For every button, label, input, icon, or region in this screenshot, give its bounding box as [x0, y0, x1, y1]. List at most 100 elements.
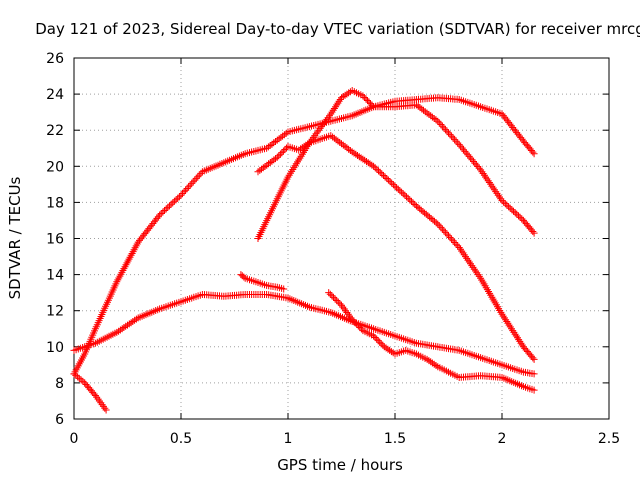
data-point: [333, 101, 341, 109]
data-point: [530, 150, 538, 158]
data-point: [353, 320, 361, 328]
data-point: [386, 346, 394, 354]
data-point: [461, 147, 469, 155]
data-point: [451, 239, 459, 246]
data-point: [154, 213, 162, 221]
data-point: [464, 256, 472, 264]
data-point: [432, 219, 440, 227]
data-point: [326, 112, 333, 120]
data-point: [309, 133, 317, 141]
data-point: [423, 355, 431, 363]
data-point: [336, 138, 344, 146]
data-point: [467, 260, 474, 268]
data-point: [340, 305, 348, 313]
data-point: [183, 185, 191, 192]
data-point: [377, 340, 385, 348]
data-point: [515, 336, 523, 344]
data-point: [338, 140, 345, 148]
data-point: [129, 318, 137, 325]
data-point: [529, 148, 537, 156]
series-track-6: [237, 271, 288, 293]
data-point: [357, 325, 365, 333]
data-point: [170, 197, 178, 205]
data-point: [452, 240, 460, 248]
data-point: [437, 223, 445, 231]
data-point: [351, 319, 359, 327]
data-point: [373, 165, 381, 173]
data-point: [399, 190, 407, 198]
data-point: [455, 244, 463, 251]
data-point: [469, 263, 477, 271]
data-point: [445, 232, 452, 240]
data-point: [102, 406, 110, 414]
data-point: [279, 147, 287, 155]
data-point: [370, 162, 378, 170]
data-point: [332, 136, 340, 144]
data-point: [509, 327, 517, 335]
data-point: [323, 115, 331, 123]
data-point: [462, 253, 469, 261]
y-tick-label: 20: [46, 159, 64, 175]
data-point: [174, 194, 182, 202]
data-point: [120, 324, 128, 331]
x-tick-label: 2.5: [598, 431, 620, 447]
data-point: [503, 318, 511, 325]
data-point: [346, 147, 354, 154]
data-point: [279, 132, 287, 140]
data-point: [317, 123, 325, 131]
data-point: [475, 272, 483, 280]
data-point: [465, 258, 473, 266]
data-point: [529, 228, 537, 235]
data-point: [445, 129, 452, 137]
y-tick-label: 16: [46, 232, 64, 248]
data-point: [485, 179, 493, 186]
data-point: [326, 290, 334, 298]
data-point: [499, 312, 507, 320]
data-point: [517, 339, 525, 347]
data-point: [505, 321, 513, 329]
data-point: [454, 139, 462, 147]
data-point: [172, 196, 180, 204]
data-point: [478, 168, 486, 176]
data-point: [386, 178, 394, 186]
data-point: [355, 153, 363, 161]
series-track-4: [254, 132, 538, 363]
data-point: [97, 399, 105, 407]
data-point: [348, 148, 356, 156]
data-point: [77, 376, 85, 384]
series-track-1: [70, 94, 538, 378]
data-point: [503, 201, 511, 209]
data-point: [343, 309, 351, 316]
data-point: [488, 182, 496, 190]
data-point: [441, 228, 449, 236]
data-point: [494, 191, 502, 199]
x-tick-label: 2: [498, 431, 507, 447]
data-point: [438, 122, 446, 130]
data-point: [446, 234, 454, 241]
data-point: [272, 155, 279, 163]
data-point: [393, 184, 401, 192]
data-point: [452, 137, 460, 145]
data-point: [430, 360, 438, 368]
data-point: [375, 167, 382, 175]
x-axis-label: GPS time / hours: [277, 456, 403, 474]
data-point: [401, 191, 409, 199]
data-point: [493, 189, 501, 197]
data-point: [510, 207, 517, 215]
data-point: [333, 297, 341, 304]
data-point: [278, 149, 286, 157]
data-point: [281, 146, 289, 153]
data-point: [366, 160, 374, 168]
data-point: [346, 312, 353, 320]
data-point: [338, 301, 345, 309]
data-point: [388, 179, 396, 187]
data-point: [423, 109, 431, 117]
data-point: [344, 310, 352, 318]
data-point: [376, 168, 384, 176]
data-point: [272, 138, 279, 145]
data-point: [313, 128, 321, 136]
data-point: [530, 355, 538, 363]
data-point: [324, 114, 332, 122]
data-point: [95, 397, 103, 405]
data-point: [502, 316, 510, 324]
